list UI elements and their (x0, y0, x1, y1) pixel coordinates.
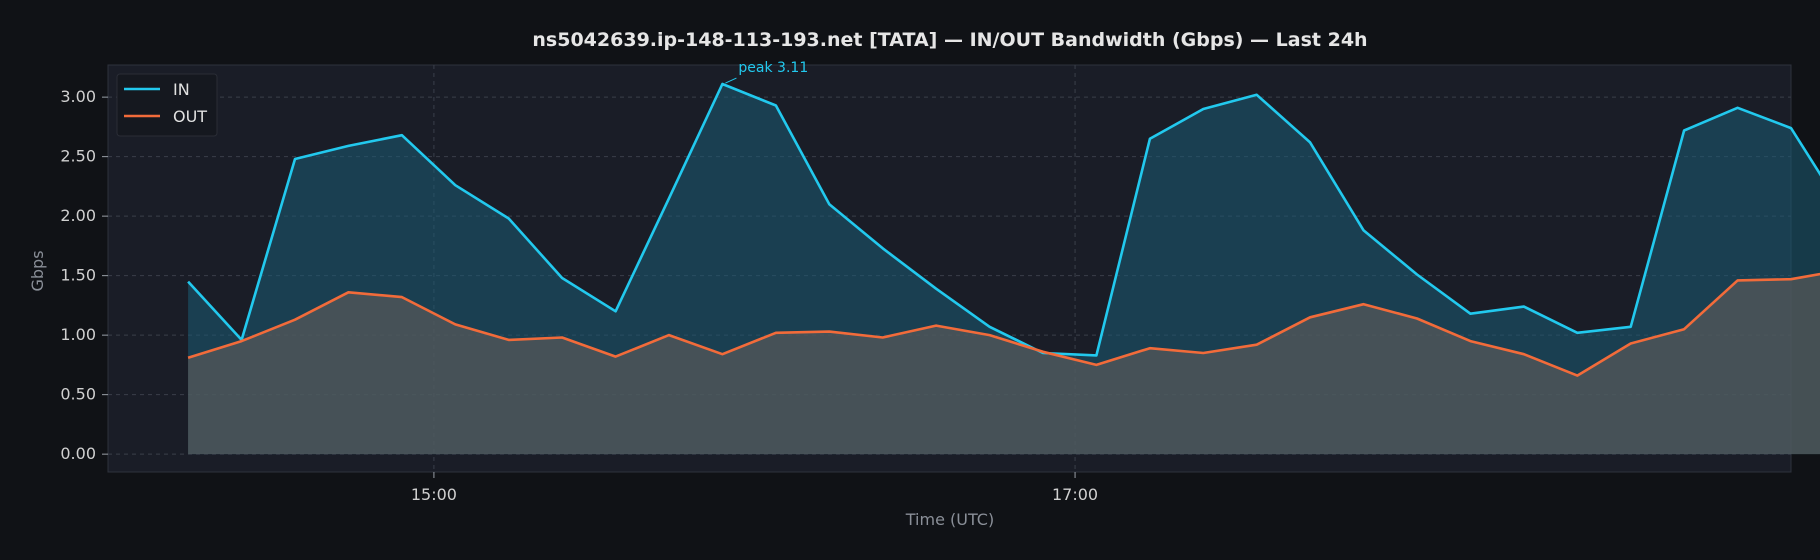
annotations: peak 3.11peak 1.90 (725, 60, 808, 84)
y-tick-label: 2.00 (60, 206, 96, 225)
legend-label-out: OUT (173, 107, 207, 126)
x-axis-label: Time (UTC) (905, 510, 994, 529)
legend: IN OUT (116, 73, 218, 137)
y-tick-label: 1.50 (60, 266, 96, 285)
series-areas (188, 84, 1820, 455)
legend-label-in: IN (173, 80, 190, 99)
y-axis-label: Gbps (28, 250, 47, 291)
series-area-out (188, 274, 1820, 455)
series-line-in (187, 82, 1820, 357)
x-tick-label: 17:00 (1052, 485, 1098, 504)
axis-ticks: 0.00 0.50 1.00 1.50 2.00 2.50 3.00 15:00 17:00 (60, 87, 1098, 504)
x-tick-label: 15:00 (411, 485, 457, 504)
peak-annotation-in: peak 3.11 (738, 60, 808, 76)
series-lines (187, 82, 1820, 377)
y-tick-label: 0.50 (60, 385, 96, 404)
legend-box (116, 73, 218, 137)
y-tick-label: 3.00 (60, 87, 96, 106)
y-tick-label: 2.50 (60, 147, 96, 166)
y-tick-label: 0.00 (60, 444, 96, 463)
annotation-pointer (725, 77, 737, 84)
series-line-out (187, 272, 1820, 377)
chart-title: ns5042639.ip-148-113-193.net [TATA] — IN… (532, 29, 1367, 51)
y-tick-label: 1.00 (60, 325, 96, 344)
